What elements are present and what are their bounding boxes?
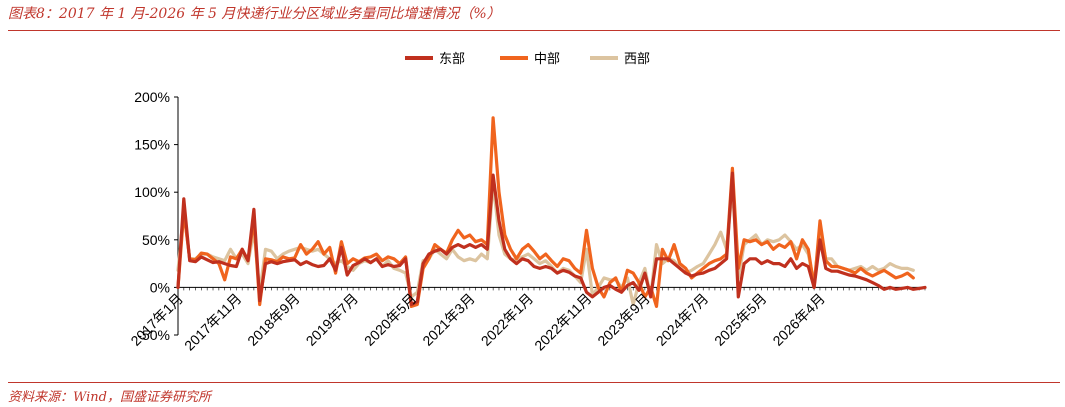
x-tick-label: 2018年9月 (244, 290, 303, 349)
y-tick-label: 200% (134, 89, 170, 105)
x-tick-label: 2023年9月 (594, 290, 653, 349)
x-tick-label: 2020年5月 (361, 290, 420, 349)
y-tick-label: 50% (142, 232, 170, 248)
x-tick-label: 2021年3月 (419, 290, 478, 349)
bottom-divider (8, 382, 1060, 383)
legend-label: 中部 (534, 52, 560, 67)
chart-title: 图表8：2017 年 1 月-2026 年 5 月快递行业分区域业务量同比增速情… (8, 6, 501, 22)
x-tick-label: 2026年4月 (769, 290, 828, 349)
y-tick-label: 0% (150, 279, 170, 295)
series-line-1 (176, 116, 915, 308)
chart-axes: -50% 0% 50% 100% 150% 200% (134, 89, 926, 343)
chart-legend: 东部 中部 西部 (405, 52, 650, 67)
x-tick-label: 2019年7月 (303, 290, 362, 349)
series-line-0 (176, 171, 927, 307)
line-chart: 东部 中部 西部 -50% 0% 50% 100% 150% 200% 2017年1月2017… (127, 52, 927, 354)
y-tick-label: 100% (134, 184, 170, 200)
x-tick-label: 2024年7月 (653, 290, 712, 349)
top-divider (8, 30, 1060, 31)
source-note: 资料来源：Wind，国盛证券研究所 (8, 390, 211, 405)
x-tick-label: 2022年11月 (531, 290, 594, 353)
legend-label: 西部 (624, 52, 650, 67)
x-tick-label: 2025年5月 (711, 290, 770, 349)
chart-series (176, 116, 927, 308)
legend-label: 东部 (439, 52, 465, 67)
y-tick-label: -50% (137, 327, 170, 343)
y-tick-label: 150% (134, 137, 170, 153)
x-tick-label: 2022年1月 (478, 290, 537, 349)
x-tick-label: 2017年11月 (181, 290, 244, 353)
